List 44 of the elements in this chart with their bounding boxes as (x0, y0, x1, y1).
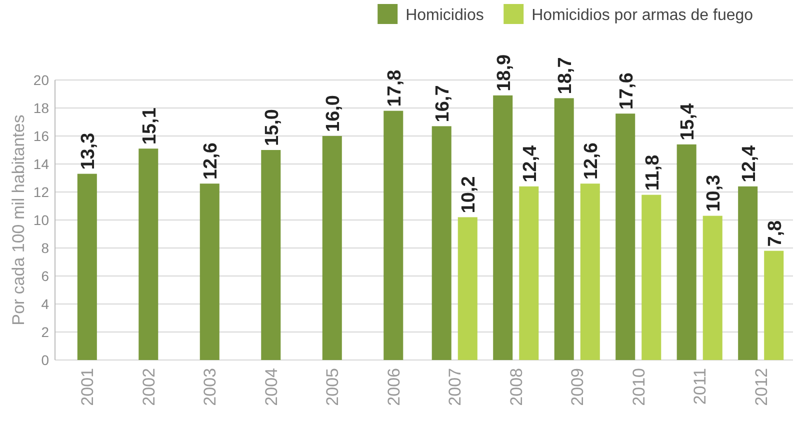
data-label: 15,4 (678, 102, 699, 140)
y-tick-label: 6 (41, 268, 50, 284)
legend-label: Homicidios (406, 7, 484, 24)
x-tick-label: 2010 (629, 368, 648, 406)
data-label: 18,7 (555, 57, 576, 94)
legend-label: Homicidios por armas de fuego (532, 7, 754, 24)
data-label: 16,0 (323, 95, 344, 132)
x-tick-label: 2007 (446, 368, 465, 406)
x-tick-label: 2003 (200, 368, 220, 406)
x-tick-label: 2004 (262, 368, 281, 406)
y-tick-label: 4 (41, 296, 50, 312)
data-label: 12,4 (738, 144, 760, 182)
y-tick-label: 2 (41, 324, 50, 340)
data-label: 17,8 (384, 70, 406, 107)
y-tick-label: 14 (33, 156, 50, 172)
x-tick-label: 2005 (323, 368, 342, 406)
data-label: 7,8 (764, 220, 786, 247)
y-tick-label: 18 (33, 100, 50, 116)
y-tick-label: 16 (33, 128, 50, 144)
data-label: 13,3 (78, 132, 100, 170)
x-tick-label: 2011 (690, 368, 710, 405)
x-tick-label: 2001 (78, 368, 98, 406)
x-tick-label: 2009 (568, 368, 588, 406)
y-tick-label: 8 (41, 240, 50, 256)
data-label: 10,2 (458, 176, 480, 214)
data-label: 15,0 (262, 109, 283, 146)
data-label: 12,6 (581, 142, 602, 180)
y-tick-label: 20 (33, 72, 50, 88)
data-label: 18,9 (494, 54, 515, 92)
x-tick-label: 2006 (384, 368, 404, 406)
y-tick-label: 10 (33, 212, 50, 228)
x-tick-label: 2012 (752, 368, 771, 406)
y-axis-title: Por cada 100 mil habitantes (9, 114, 28, 326)
data-label: 17,6 (616, 72, 638, 110)
data-label: 12,4 (520, 144, 541, 182)
x-tick-label: 2008 (506, 368, 526, 406)
data-label: 11,8 (642, 154, 664, 191)
data-label: 16,7 (432, 85, 454, 122)
x-tick-label: 2002 (139, 368, 158, 406)
data-label: 10,3 (704, 174, 725, 212)
y-tick-label: 12 (33, 184, 50, 200)
y-tick-label: 0 (41, 352, 50, 368)
data-label: 12,6 (200, 142, 222, 180)
data-label: 15,1 (139, 107, 160, 145)
